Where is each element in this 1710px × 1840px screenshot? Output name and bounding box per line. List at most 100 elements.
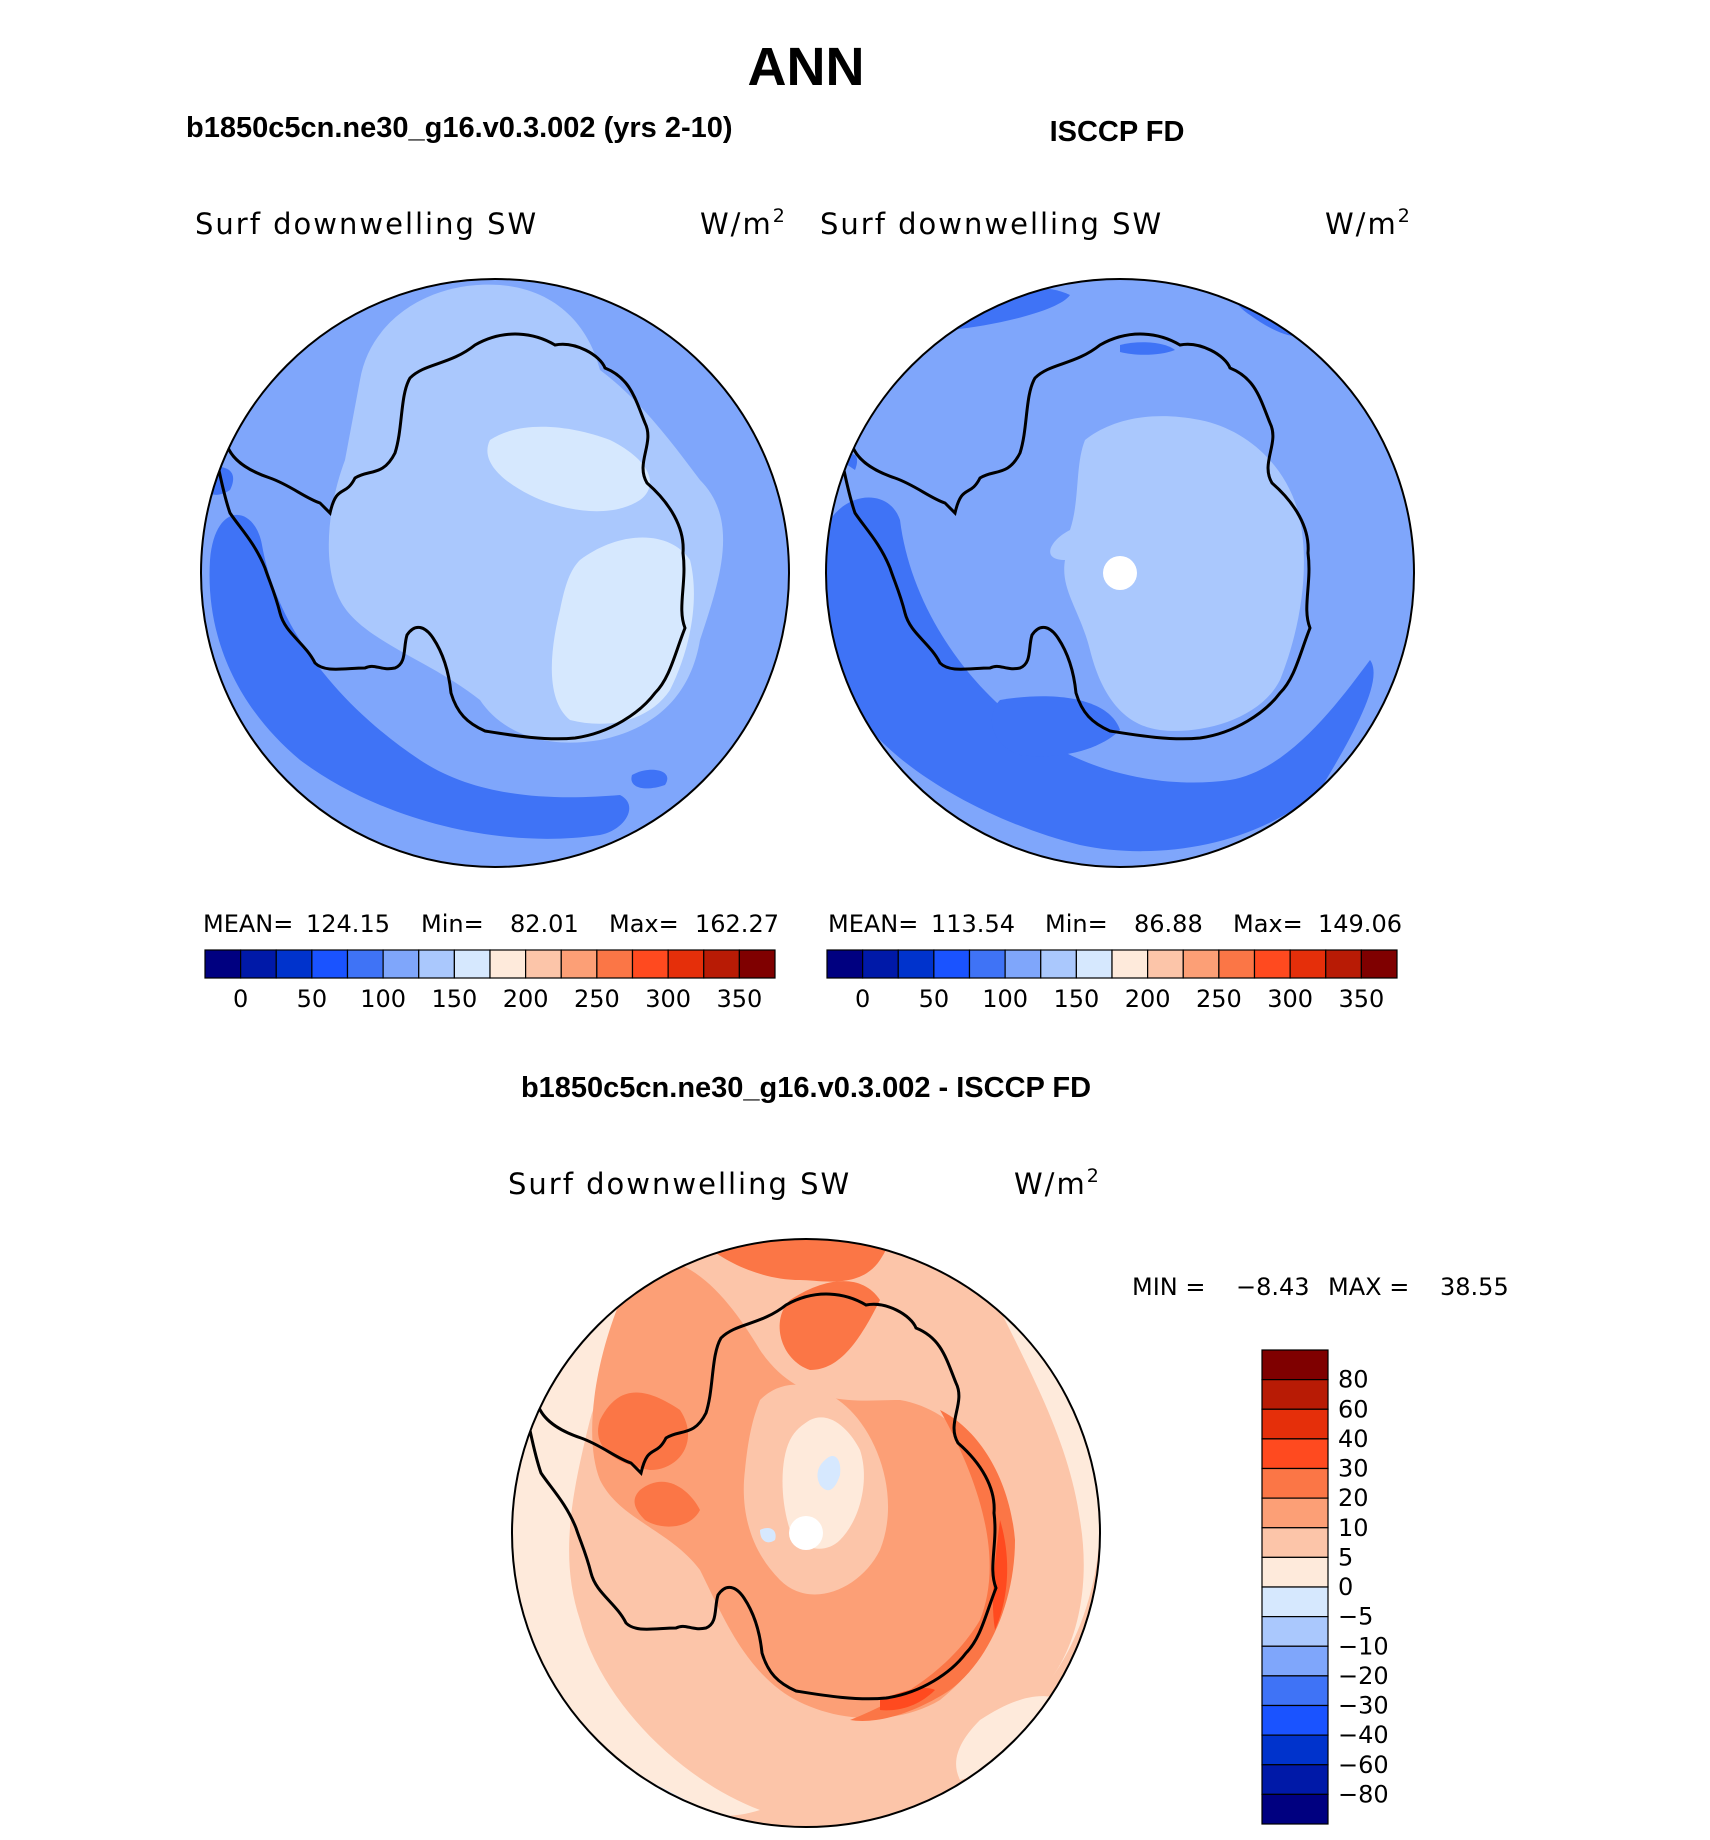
panel-a-max: 162.27 [695,910,779,938]
panel-c-min-label: MIN = [1132,1273,1205,1301]
panel-a-colorbar-swatch [346,949,384,979]
panel-b-max: 149.06 [1318,910,1402,938]
panel-c-colorbar [1261,1349,1329,1825]
panel-b-colorbar-tick-label: 0 [855,985,870,1013]
panel-c-border [511,1238,1101,1828]
panel-obs: ISCCP FD Surf downwelling SW W/m2 MEAN= … [820,116,1415,1013]
panel-c-colorbar-tick-label: −5 [1338,1603,1373,1631]
panel-b-mean-label: MEAN= [828,910,918,938]
panel-c-colorbar-swatch [1261,1764,1329,1795]
main-title: ANN [748,37,865,97]
panel-a-mean: 124.15 [306,910,390,938]
panel-a-colorbar-tick-label: 300 [645,985,691,1013]
panel-c-colorbar-tick-label: −10 [1338,1632,1389,1660]
panel-b-colorbar-tick-label: 150 [1053,985,1099,1013]
panel-b-colorbar-swatch [933,949,971,979]
panel-a-units: W/m2 [700,205,787,241]
panel-c-colorbar-swatch [1261,1704,1329,1736]
panel-b-variable: Surf downwelling SW [820,207,1163,241]
panel-a-colorbar-swatch [382,949,420,979]
panel-c-colorbar-tick-label: 60 [1338,1395,1369,1423]
panel-a-colorbar-swatch [489,949,527,979]
panel-c-colorbar-tick-label: 40 [1338,1425,1369,1453]
panel-b-colorbar-tick-label: 250 [1196,985,1242,1013]
panel-b-min: 86.88 [1134,910,1203,938]
panel-b-colorbar-swatch [1325,949,1362,979]
panel-b-title: ISCCP FD [1050,116,1185,148]
panel-a-colorbar-ticks: 0 50 100 150 200 250 300 350 [233,985,762,1013]
panel-diff: b1850c5cn.ne30_g16.v0.3.002 - ISCCP FD S… [508,1072,1509,1828]
panel-a-max-label: Max= [609,910,679,938]
panel-b-colorbar [826,949,1398,979]
panel-b-colorbar-swatch [1075,949,1113,979]
panel-b-colorbar-swatch [1004,949,1042,979]
panel-b-colorbar-swatch [1289,949,1327,979]
panel-b-colorbar-swatch [1360,949,1398,979]
panel-b-mean: 113.54 [931,910,1015,938]
panel-c-colorbar-tick-label: 30 [1338,1455,1369,1483]
panel-b-border [825,278,1415,868]
panel-c-title: b1850c5cn.ne30_g16.v0.3.002 - ISCCP FD [521,1072,1091,1104]
panel-a-colorbar-tick-label: 150 [431,985,477,1013]
panel-b-colorbar-swatch [1147,949,1184,979]
panel-c-colorbar-tick-label: 10 [1338,1514,1369,1542]
panel-a-colorbar-swatch [525,949,562,979]
panel-a-colorbar-swatch [240,949,277,979]
panel-c-colorbar-tick-label: 20 [1338,1484,1369,1512]
panel-a-colorbar-tick-label: 50 [297,985,328,1013]
panel-c-colorbar-tick-label: 80 [1338,1366,1369,1394]
panel-a-colorbar-swatch [275,949,313,979]
panel-a-min-label: Min= [421,910,484,938]
panel-c-colorbar-swatch [1261,1467,1329,1499]
panel-a-colorbar-swatch [667,949,705,979]
panel-b-colorbar-swatch [1040,949,1077,979]
panel-a-colorbar-tick-label: 250 [574,985,620,1013]
panel-a-colorbar [204,949,776,979]
panel-c-colorbar-swatch [1261,1645,1329,1677]
panel-a-colorbar-tick-label: 0 [233,985,248,1013]
panel-a-colorbar-swatch [560,949,598,979]
panel-c-colorbar-tick-label: 0 [1338,1573,1353,1601]
panel-c-colorbar-swatch [1261,1497,1329,1529]
panel-b-colorbar-ticks: 0 50 100 150 200 250 300 350 [855,985,1384,1013]
panel-c-variable: Surf downwelling SW [508,1167,851,1201]
panel-b-colorbar-swatch [968,949,1006,979]
panel-a-colorbar-swatch [596,949,634,979]
panel-a-colorbar-tick-label: 350 [716,985,762,1013]
panel-a-colorbar-tick-label: 100 [360,985,406,1013]
panel-c-colorbar-swatch [1261,1408,1329,1440]
panel-c-colorbar-tick-label: −80 [1338,1780,1389,1808]
panel-c-colorbar-swatch [1261,1616,1329,1647]
panel-c-colorbar-swatch [1261,1379,1329,1410]
panel-b-colorbar-swatch [826,949,864,979]
panel-c-colorbar-tick-label: −30 [1338,1692,1389,1720]
panel-c-colorbar-swatch [1261,1734,1329,1766]
panel-c-colorbar-tick-label: −20 [1338,1662,1389,1690]
panel-a-mean-label: MEAN= [203,910,293,938]
panel-b-units: W/m2 [1325,205,1412,241]
panel-b-max-label: Max= [1233,910,1303,938]
panel-a-border [200,278,790,868]
panel-c-colorbar-swatch [1261,1349,1329,1381]
panel-b-map [826,279,1414,867]
panel-b-colorbar-swatch [862,949,899,979]
panel-a-colorbar-swatch [631,949,669,979]
panel-c-colorbar-swatch [1261,1675,1329,1707]
panel-c-colorbar-swatch [1261,1793,1329,1825]
panel-c-min: −8.43 [1236,1273,1310,1301]
panel-c-max-label: MAX = [1328,1273,1409,1301]
panel-a-colorbar-swatch [738,949,776,979]
panel-b-colorbar-swatch [1218,949,1256,979]
panel-a-variable: Surf downwelling SW [195,207,538,241]
panel-a-colorbar-tick-label: 200 [503,985,549,1013]
panel-b-colorbar-swatch [897,949,935,979]
panel-c-colorbar-swatch [1261,1586,1329,1618]
panel-c-max: 38.55 [1440,1273,1509,1301]
panel-a-colorbar-swatch [311,949,349,979]
panel-b-colorbar-swatch [1111,949,1149,979]
panel-b-colorbar-tick-label: 300 [1267,985,1313,1013]
panel-c-units: W/m2 [1014,1165,1101,1201]
panel-model: b1850c5cn.ne30_g16.v0.3.002 (yrs 2-10) S… [186,112,790,1013]
